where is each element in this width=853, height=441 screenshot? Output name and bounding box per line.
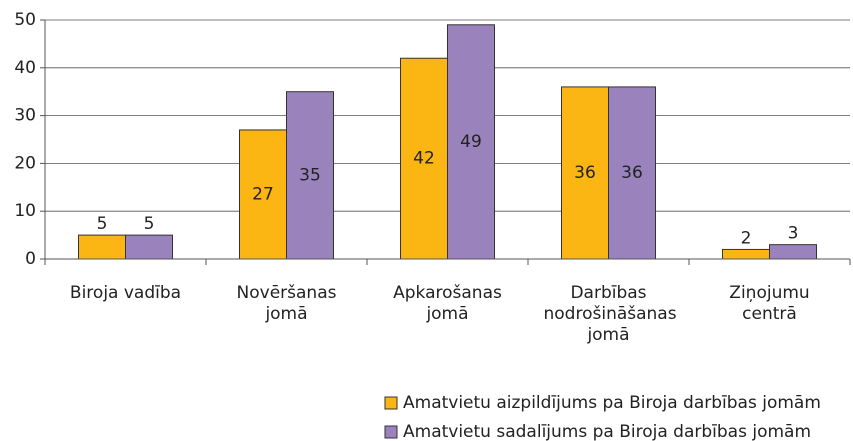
x-tick-label: Biroja vadība <box>69 283 182 303</box>
data-label: 5 <box>97 214 108 234</box>
bar <box>286 91 334 260</box>
bar <box>769 244 817 260</box>
legend-swatch <box>384 425 398 439</box>
bar <box>561 86 609 260</box>
data-label: 49 <box>460 132 482 152</box>
bar <box>78 234 126 260</box>
y-tick-label: 30 <box>14 106 36 126</box>
bar <box>400 57 448 260</box>
y-tick-label: 20 <box>14 153 36 173</box>
bar <box>239 129 287 260</box>
legend-swatch <box>384 396 398 410</box>
x-tick-label: Ziņojumu centrā <box>729 283 810 324</box>
legend-label: Amatvietu aizpildījums pa Biroja darbība… <box>403 393 821 413</box>
y-tick-label: 10 <box>14 201 36 221</box>
y-tick-label: 0 <box>25 249 36 269</box>
data-label: 42 <box>413 149 435 169</box>
x-tick-label: Novēršanas jomā <box>236 283 337 324</box>
legend-label: Amatvietu sadalījums pa Biroja darbības … <box>403 422 811 441</box>
bar <box>125 234 173 260</box>
bar <box>447 24 495 260</box>
data-label: 36 <box>621 163 643 183</box>
data-label: 27 <box>252 184 274 204</box>
data-label: 2 <box>741 228 752 248</box>
bar <box>722 248 770 260</box>
x-tick-label: Apkarošanas jomā <box>393 283 502 324</box>
data-label: 36 <box>574 163 596 183</box>
data-label: 3 <box>788 224 799 244</box>
x-tick-label: Darbības nodrošināšanas jomā <box>543 283 677 345</box>
y-tick-label: 40 <box>14 58 36 78</box>
y-tick-label: 50 <box>14 10 36 30</box>
data-label: 35 <box>299 165 321 185</box>
data-label: 5 <box>144 214 155 234</box>
